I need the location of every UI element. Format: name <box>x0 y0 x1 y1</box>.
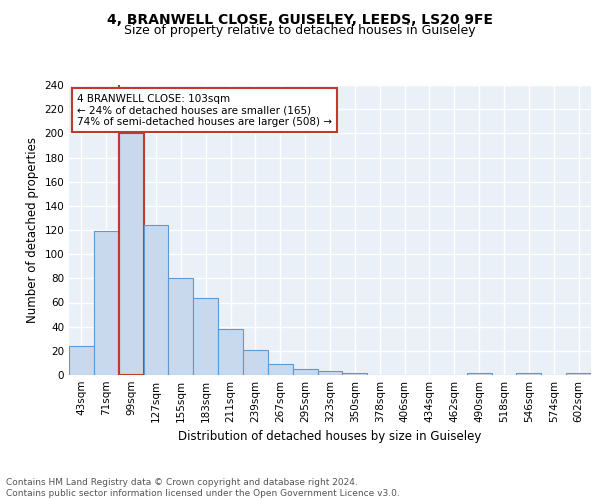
Bar <box>243 350 268 375</box>
Bar <box>343 372 367 375</box>
Bar <box>218 329 243 375</box>
Bar <box>293 369 317 375</box>
Bar <box>317 372 343 375</box>
X-axis label: Distribution of detached houses by size in Guiseley: Distribution of detached houses by size … <box>178 430 482 444</box>
Text: 4, BRANWELL CLOSE, GUISELEY, LEEDS, LS20 9FE: 4, BRANWELL CLOSE, GUISELEY, LEEDS, LS20… <box>107 12 493 26</box>
Bar <box>517 372 541 375</box>
Text: Contains HM Land Registry data © Crown copyright and database right 2024.
Contai: Contains HM Land Registry data © Crown c… <box>6 478 400 498</box>
Bar <box>69 346 94 375</box>
Bar <box>143 225 169 375</box>
Bar <box>169 278 193 375</box>
Bar <box>193 298 218 375</box>
Bar <box>94 231 119 375</box>
Bar <box>467 372 491 375</box>
Bar <box>566 372 591 375</box>
Bar <box>268 364 293 375</box>
Bar <box>119 134 143 375</box>
Text: Size of property relative to detached houses in Guiseley: Size of property relative to detached ho… <box>124 24 476 37</box>
Text: 4 BRANWELL CLOSE: 103sqm
← 24% of detached houses are smaller (165)
74% of semi-: 4 BRANWELL CLOSE: 103sqm ← 24% of detach… <box>77 94 332 127</box>
Y-axis label: Number of detached properties: Number of detached properties <box>26 137 39 323</box>
